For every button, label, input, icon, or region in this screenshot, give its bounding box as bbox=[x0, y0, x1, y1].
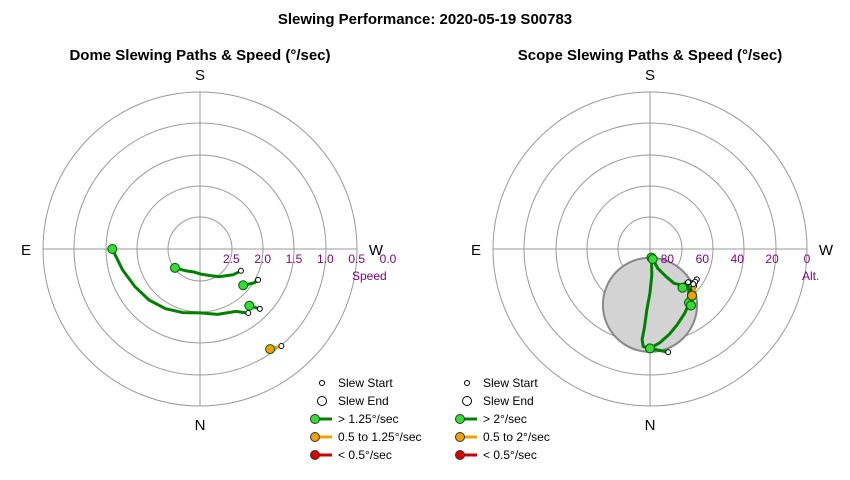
scope-slew-start-marker bbox=[686, 300, 697, 311]
dome-scale-tick-label: 1.5 bbox=[286, 252, 303, 266]
scope-scale-tick-label: 80 bbox=[661, 252, 675, 266]
dome-scale-tick-label: 2.0 bbox=[254, 252, 271, 266]
scope-scale-tick-label: 60 bbox=[696, 252, 710, 266]
scope-legend-marker-slow bbox=[455, 450, 465, 460]
scope-legend-label: > 2°/sec bbox=[483, 412, 527, 426]
scope-slew-start-marker bbox=[647, 254, 658, 265]
dome-panel: Dome Slewing Paths & Speed (°/sec) S N E… bbox=[21, 47, 397, 434]
scope-legend-label: Slew End bbox=[483, 394, 534, 408]
dome-slew-end-marker bbox=[256, 305, 263, 312]
dome-legend-start-symbol bbox=[319, 380, 325, 386]
dome-polar-grid bbox=[42, 91, 358, 407]
dome-slew-end-marker bbox=[245, 310, 252, 317]
dome-legend-marker-slow bbox=[310, 450, 320, 460]
dome-slew-start-marker bbox=[238, 280, 249, 291]
scope-legend-marker-medium bbox=[455, 432, 465, 442]
dome-compass-right: W bbox=[369, 242, 384, 259]
dome-slew-path-1 bbox=[110, 247, 250, 316]
scope-altitude-scale: 80 60 40 20 0 bbox=[661, 252, 811, 266]
scope-chart-title: Scope Slewing Paths & Speed (°/sec) bbox=[518, 47, 782, 64]
dome-slew-paths bbox=[107, 244, 285, 355]
dome-legend-end-symbol bbox=[317, 396, 327, 406]
zenith-exclusion-circle bbox=[601, 256, 699, 353]
scope-slew-end-marker bbox=[685, 279, 692, 286]
dome-slew-end-marker bbox=[237, 267, 244, 274]
dome-speed-scale: 2.5 2.0 1.5 1.0 0.5 0.0 bbox=[223, 252, 397, 266]
dome-slew-start-marker bbox=[107, 244, 118, 254]
scope-slew-start-marker bbox=[677, 282, 688, 293]
figure-title: Slewing Performance: 2020-05-19 S00783 bbox=[278, 11, 572, 28]
scope-legend-marker-fast bbox=[455, 414, 465, 424]
scope-scale-tick-label: 40 bbox=[731, 252, 745, 266]
dome-legend-label: < 0.5°/sec bbox=[338, 448, 392, 462]
scope-zenith-exclusion bbox=[601, 256, 699, 353]
scope-legend-end-symbol bbox=[462, 396, 472, 406]
dome-scale-tick-label: 1.0 bbox=[317, 252, 334, 266]
dome-legend-marker-fast bbox=[310, 414, 320, 424]
scope-compass-top: S bbox=[645, 67, 655, 84]
dome-compass-top: S bbox=[195, 67, 205, 84]
scope-polar-grid bbox=[492, 91, 808, 407]
scope-legend-label: Slew Start bbox=[483, 376, 538, 390]
scope-slew-end-marker bbox=[690, 281, 697, 288]
scope-legend-start-symbol bbox=[464, 380, 470, 386]
scope-legend-label: < 0.5°/sec bbox=[483, 448, 537, 462]
scope-scale-tick-label: 20 bbox=[765, 252, 779, 266]
dome-slew-path-2 bbox=[173, 266, 243, 279]
dome-slew-end-marker bbox=[278, 342, 285, 349]
scope-compass-bottom: N bbox=[645, 417, 656, 434]
scope-legend-label: 0.5 to 2°/sec bbox=[483, 430, 550, 444]
scope-slew-paths bbox=[640, 252, 700, 356]
scope-compass-right: W bbox=[819, 242, 834, 259]
dome-slew-start-marker bbox=[244, 300, 255, 311]
scope-slew-start-marker bbox=[687, 290, 698, 301]
dome-compass-bottom: N bbox=[195, 417, 206, 434]
dome-compass-left: E bbox=[21, 242, 31, 259]
dome-legend-label: Slew End bbox=[338, 394, 389, 408]
scope-panel: Scope Slewing Paths & Speed (°/sec) S N … bbox=[471, 47, 834, 434]
dome-legend: Slew Start Slew End > 1.25°/sec 0.5 to 1.25… bbox=[310, 376, 422, 462]
dome-slew-start-marker bbox=[169, 262, 180, 273]
dome-radial-axis-label: Speed bbox=[352, 269, 387, 283]
scope-slew-start-marker bbox=[645, 343, 655, 354]
dome-chart-title: Dome Slewing Paths & Speed (°/sec) bbox=[69, 47, 330, 64]
dome-legend-label: > 1.25°/sec bbox=[338, 412, 399, 426]
scope-scale-tick-label: 0 bbox=[804, 252, 811, 266]
dome-slew-start-marker bbox=[265, 344, 276, 355]
dome-slew-end-marker bbox=[255, 276, 262, 283]
dome-legend-marker-medium bbox=[310, 432, 320, 442]
scope-radial-axis-label: Alt. bbox=[802, 269, 819, 283]
dome-scale-tick-label: 2.5 bbox=[223, 252, 240, 266]
dome-scale-tick-label: 0.5 bbox=[348, 252, 365, 266]
scope-slew-end-marker bbox=[665, 349, 672, 356]
scope-legend: Slew Start Slew End > 2°/sec 0.5 to 2°/sec <… bbox=[455, 376, 550, 462]
dome-legend-label: Slew Start bbox=[338, 376, 393, 390]
dome-scale-tick-label: 0.0 bbox=[380, 252, 397, 266]
scope-compass-left: E bbox=[471, 242, 481, 259]
dome-legend-label: 0.5 to 1.25°/sec bbox=[338, 430, 422, 444]
